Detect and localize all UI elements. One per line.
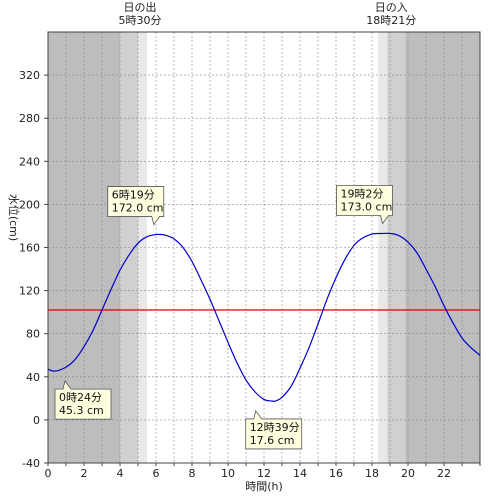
x-tick-label: 20 [401,467,415,480]
y-tick-label: 320 [19,69,40,82]
callout-level: 17.6 cm [250,434,295,447]
callout-time: 12時39分 [250,421,300,434]
sunrise-title: 日の出 [124,0,157,14]
x-tick-label: 18 [365,467,379,480]
y-tick-label: 80 [26,328,40,341]
sunset-title: 日の入 [375,1,408,14]
sunset-time: 18時21分 [366,14,416,27]
x-tick-label: 0 [45,467,52,480]
callout-time: 19時2分 [341,187,384,200]
x-tick-label: 14 [293,467,307,480]
x-axis-ticks: 0 2 4 6 8 10 12 14 16 18 20 22 [45,463,481,480]
callout-level: 172.0 cm [112,202,164,215]
y-tick-label: 240 [19,155,40,168]
x-tick-label: 22 [437,467,451,480]
callout-box [107,186,165,226]
x-tick-label: 2 [81,467,88,480]
tide-series-line [47,232,481,402]
x-tick-label: 8 [189,467,196,480]
x-tick-label: 6 [153,467,160,480]
x-tick-label: 4 [117,467,124,480]
sunrise-time: 5時30分 [119,14,162,27]
y-tick-label: -40 [22,457,40,470]
x-axis-label: 時間(h) [245,480,283,493]
band-twilight_light-3 [378,32,388,463]
y-axis-label: 水位(cm) [7,194,21,241]
callout-time: 6時19分 [112,189,155,202]
y-tick-label: 280 [19,112,40,125]
callout-level: 173.0 cm [341,200,393,213]
y-tick-label: 200 [19,198,40,211]
y-tick-label: 40 [26,371,40,384]
y-axis-ticks: -40 0 40 80 120 160 200 240 280 320 [19,69,48,470]
callout-time: 0時24分 [59,391,102,404]
callout-box [245,410,303,450]
callout-level: 45.3 cm [59,404,104,417]
y-tick-label: 160 [19,242,40,255]
y-tick-label: 0 [33,414,40,427]
x-tick-label: 12 [257,467,271,480]
x-tick-label: 10 [221,467,235,480]
band-twilight_light-2 [138,32,147,463]
x-tick-label: 16 [329,467,343,480]
callout-box [336,185,393,225]
callout-box [54,380,112,420]
y-tick-label: 120 [19,285,40,298]
